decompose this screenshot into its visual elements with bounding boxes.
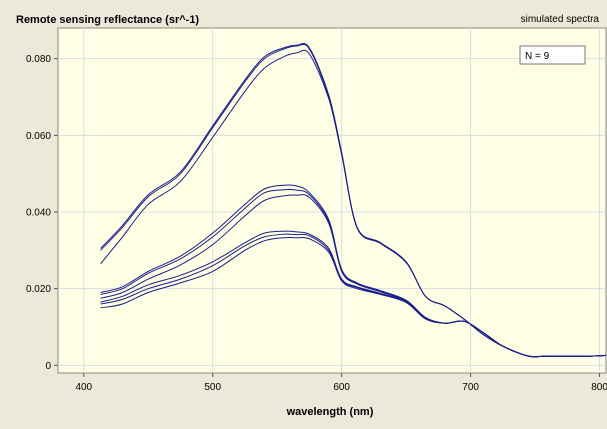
x-tick-label: 400 bbox=[75, 382, 92, 393]
x-axis-ticks: 400 500 600 700 800 bbox=[75, 373, 607, 393]
legend-box: N = 9 bbox=[519, 45, 586, 65]
x-tick-label: 500 bbox=[204, 382, 221, 393]
y-tick-label: 0.020 bbox=[26, 284, 51, 295]
chart-title: Remote sensing reflectance (sr^-1) bbox=[16, 14, 199, 26]
x-tick-label: 700 bbox=[462, 382, 479, 393]
x-tick-label: 600 bbox=[333, 382, 350, 393]
legend-frame bbox=[519, 45, 586, 65]
x-axis-label: wavelength (nm) bbox=[286, 406, 374, 418]
y-axis-ticks: 0 0.020 0.040 0.060 0.080 bbox=[26, 54, 58, 372]
grid-lines bbox=[58, 28, 606, 373]
y-tick-label: 0 bbox=[45, 361, 51, 372]
y-tick-label: 0.060 bbox=[26, 131, 51, 142]
y-tick-label: 0.040 bbox=[26, 208, 51, 219]
x-tick-label: 800 bbox=[591, 382, 607, 393]
plot-area bbox=[57, 27, 607, 374]
spectrum-line-9 bbox=[100, 236, 607, 358]
y-tick-label: 0.080 bbox=[26, 54, 51, 65]
spectra-series bbox=[100, 42, 607, 358]
legend-count: N = 9 bbox=[525, 51, 550, 62]
chart-subtitle: simulated spectra bbox=[521, 14, 600, 25]
